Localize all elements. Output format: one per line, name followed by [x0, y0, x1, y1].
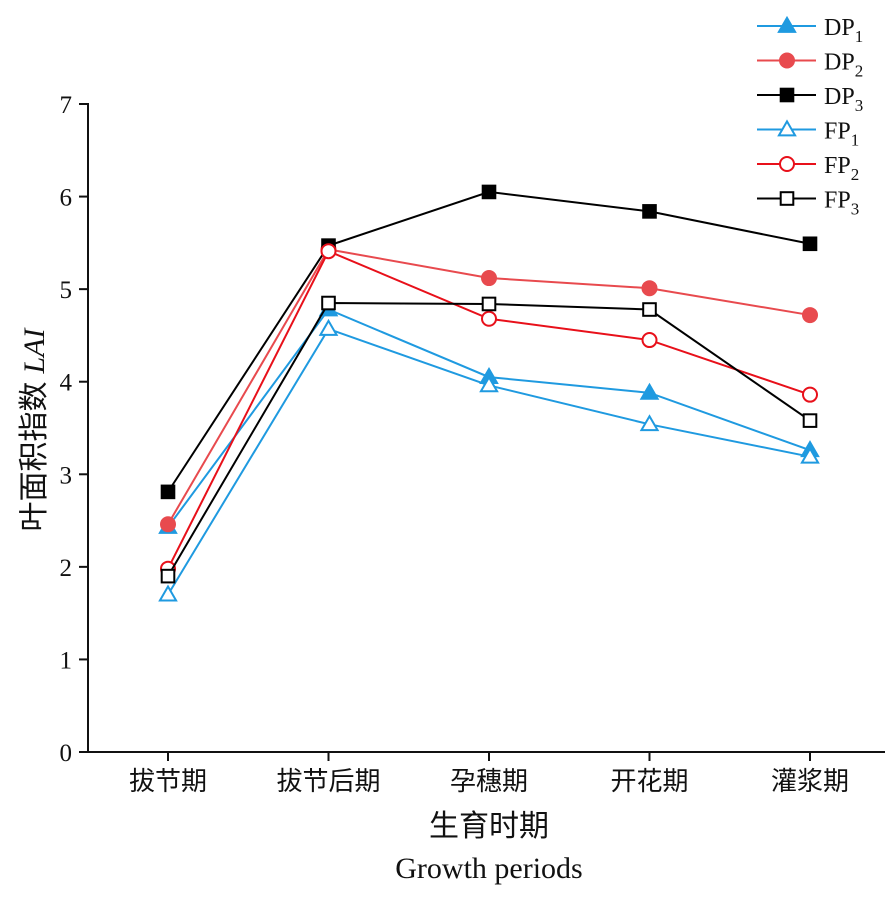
legend-item-dp2: DP2 [757, 50, 863, 81]
x-axis-title-en: Growth periods [395, 852, 582, 885]
x-tick-label: 开花期 [610, 767, 688, 796]
data-point-fp1 [318, 318, 339, 336]
y-tick-label: 2 [60, 555, 73, 582]
series-line-dp1 [167, 308, 811, 528]
data-point-fp3 [642, 302, 657, 317]
data-point-fp2 [481, 310, 497, 327]
legend-label-fp1: FP1 [824, 119, 859, 150]
y-tick-label: 6 [60, 185, 73, 212]
legend-marker [779, 191, 795, 206]
x-tick-label: 灌浆期 [771, 767, 849, 796]
data-point-fp1 [800, 446, 820, 464]
legend-label-dp1: DP1 [824, 15, 863, 46]
legend-item-fp2: FP2 [757, 153, 859, 184]
legend-item-fp1: FP1 [757, 119, 859, 150]
series-line-dp3 [167, 190, 811, 493]
data-point-dp3 [642, 204, 657, 219]
data-point-fp1 [479, 375, 499, 393]
axes [87, 103, 885, 753]
y-axis-title-zh: 叶面积指数 [18, 382, 51, 532]
series-fp2 [160, 243, 818, 577]
y-tick-label: 5 [60, 277, 73, 304]
legend-item-dp3: DP3 [757, 84, 863, 115]
legend-item-fp3: FP3 [757, 188, 859, 219]
y-tick-label: 1 [60, 647, 73, 674]
y-axis-ticks: 0 1 2 3 4 5 6 7 [60, 92, 88, 767]
data-point-fp2 [641, 332, 658, 349]
data-point-fp3 [160, 568, 176, 584]
x-axis-ticks: 拔节期 拔节后期 孕穗期 开花期 灌浆期 [129, 752, 849, 796]
legend-marker [777, 119, 797, 137]
data-point-dp1 [639, 382, 660, 400]
series-layer [158, 184, 820, 602]
series-dp1 [158, 299, 820, 534]
y-tick-label: 7 [60, 92, 73, 119]
legend-label-fp2: FP2 [824, 153, 859, 184]
legend-label-fp3: FP3 [824, 188, 859, 219]
data-point-fp3 [481, 296, 497, 312]
data-point-fp1 [639, 414, 660, 432]
data-point-fp3 [321, 295, 336, 311]
legend-label-dp2: DP2 [824, 50, 863, 81]
legend-label-dp3: DP3 [824, 84, 863, 115]
series-fp3 [160, 295, 818, 584]
legend-marker [779, 156, 795, 172]
legend-item-dp1: DP1 [757, 15, 863, 46]
data-point-fp3 [802, 413, 818, 428]
series-fp1 [158, 318, 820, 602]
x-tick-label: 拔节后期 [276, 767, 380, 796]
data-point-dp3 [481, 184, 497, 200]
data-point-fp1 [158, 584, 178, 602]
data-point-dp2 [160, 516, 176, 533]
y-axis-title-var: LAI [18, 326, 51, 374]
legend-marker [779, 52, 795, 69]
x-tick-label: 拔节期 [129, 767, 207, 796]
data-point-dp2 [481, 270, 497, 287]
series-dp3 [160, 184, 818, 500]
x-tick-label: 孕穗期 [450, 767, 528, 796]
legend-marker [777, 15, 797, 33]
data-point-fp2 [320, 243, 337, 260]
data-point-fp2 [802, 386, 818, 403]
y-axis-title: 叶面积指数 LAI [18, 326, 51, 531]
data-point-dp2 [802, 307, 818, 324]
data-point-dp3 [160, 484, 176, 500]
y-tick-label: 0 [60, 740, 73, 767]
data-point-dp3 [802, 236, 818, 252]
y-tick-label: 4 [60, 370, 73, 397]
data-point-dp2 [641, 280, 658, 297]
y-tick-label: 3 [60, 462, 73, 489]
x-axis-title-zh: 生育时期 [429, 810, 549, 843]
legend-marker [779, 87, 795, 103]
